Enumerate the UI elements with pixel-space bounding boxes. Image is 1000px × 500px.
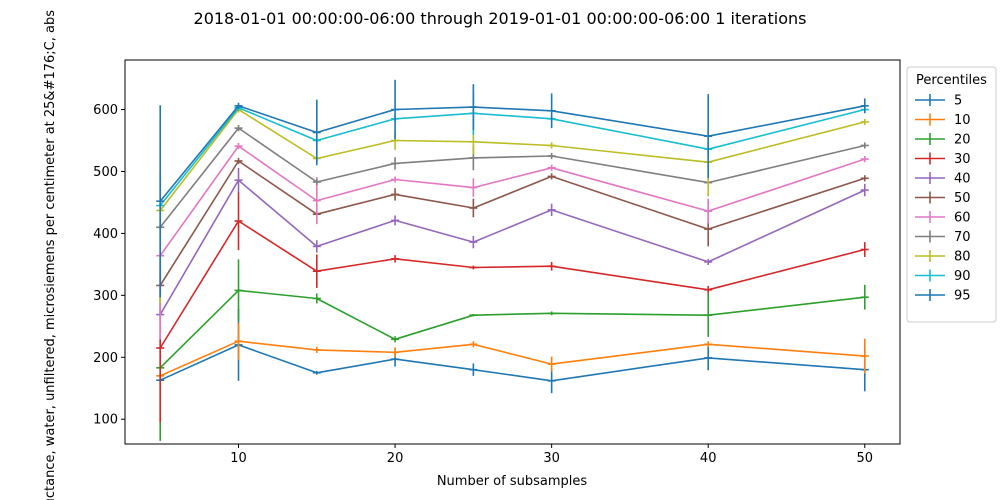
series-5 [156,308,869,394]
plot-area [125,60,900,444]
legend-label: 50 [954,191,971,206]
x-axis: 10 20 30 40 50 [230,444,873,466]
legend-item: 95 [915,289,971,304]
legend-label: 90 [954,269,971,284]
series-line [159,179,866,316]
legend-label: 60 [954,211,971,226]
legend-item: 40 [915,172,971,187]
legend-item: 20 [915,133,971,148]
legend-label: 10 [954,113,971,128]
y-tick-label: 400 [93,227,118,242]
series-95 [156,79,869,298]
legend-item: 90 [915,269,971,284]
series-line [159,340,865,377]
legend-label: 20 [954,133,971,148]
y-tick-label: 500 [93,165,118,180]
series-line [159,108,865,211]
series-line [159,289,865,369]
legend-item: 70 [915,230,971,245]
y-axis: 100 200 300 400 500 600 [93,103,125,428]
y-tick-label: 200 [93,351,118,366]
series-40 [156,167,869,321]
series-line [159,127,865,228]
legend-item: 50 [915,191,971,206]
x-tick-label: 10 [230,451,247,466]
legend-label: 40 [954,172,971,187]
legend-label: 95 [954,289,971,304]
series-layer [156,79,869,441]
plot-border [124,59,901,445]
legend-item: 5 [915,94,962,109]
x-axis-label: Number of subsamples [437,474,588,489]
y-tick-label: 100 [93,413,118,428]
x-tick-label: 40 [700,451,717,466]
legend-title: Percentiles [916,73,987,88]
series-line [159,344,865,382]
series-line [159,145,866,257]
legend-item: 80 [915,250,971,265]
series-line [159,105,865,202]
x-tick-label: 50 [856,451,873,466]
legend-label: 30 [954,152,971,167]
legend-item: 60 [915,211,971,226]
x-tick-label: 30 [543,451,560,466]
chart-title: 2018-01-01 00:00:00-06:00 through 2019-0… [194,9,807,28]
legend-item: 30 [915,152,971,167]
legend-label: 70 [954,230,971,245]
legend-box [906,66,997,323]
series-20 [156,259,869,441]
y-axis-label: Specific conductance, water, unfiltered,… [43,10,58,500]
y-tick-label: 600 [93,103,118,118]
legend-item: 10 [915,113,971,128]
series-line [159,220,865,349]
series-line [159,160,866,286]
x-tick-label: 20 [387,451,404,466]
legend-label: 80 [954,250,971,265]
series-10 [156,322,869,378]
y-tick-label: 300 [93,289,118,304]
legend: Percentiles 5 10 20 30 40 50 60 70 80 90 95 [906,66,997,323]
legend-label: 5 [954,94,962,109]
series-line [159,106,865,206]
